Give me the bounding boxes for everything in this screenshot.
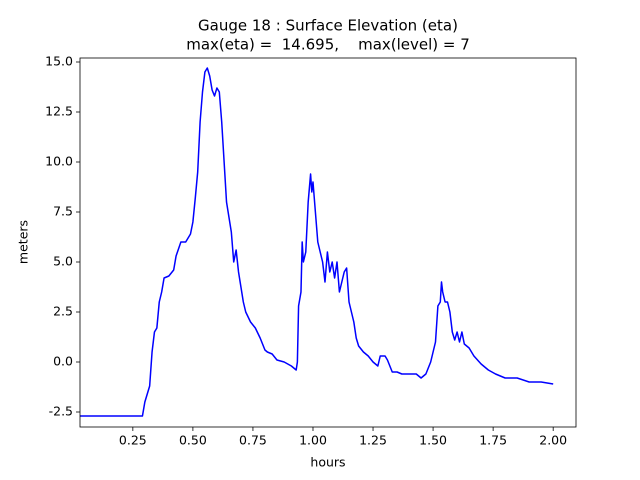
y-tick-label: 5.0 — [53, 254, 73, 269]
x-tick-label: 0.25 — [119, 433, 147, 448]
y-axis-label: meters — [16, 220, 31, 264]
y-tick-label: -2.5 — [49, 404, 73, 419]
y-tick-label: 15.0 — [45, 54, 73, 69]
chart-subtitle: max(eta) = 14.695, max(level) = 7 — [186, 36, 470, 54]
y-tick-label: 2.5 — [53, 304, 73, 319]
x-tick-label: 1.25 — [359, 433, 387, 448]
y-tick-label: 10.0 — [45, 154, 73, 169]
x-axis-label: hours — [310, 455, 345, 470]
data-line — [80, 67, 554, 417]
y-tick-label: 0.0 — [53, 354, 73, 369]
x-tick-label: 1.00 — [299, 433, 327, 448]
x-tick-label: 0.75 — [239, 433, 267, 448]
y-tick-label: 7.5 — [53, 204, 73, 219]
plot-frame — [79, 57, 577, 428]
x-tick-label: 1.75 — [479, 433, 507, 448]
chart-title: Gauge 18 : Surface Elevation (eta) — [198, 17, 458, 35]
y-tick-label: 12.5 — [45, 104, 73, 119]
x-tick-label: 2.00 — [539, 433, 567, 448]
x-tick-label: 1.50 — [419, 433, 447, 448]
x-tick-label: 0.50 — [179, 433, 207, 448]
